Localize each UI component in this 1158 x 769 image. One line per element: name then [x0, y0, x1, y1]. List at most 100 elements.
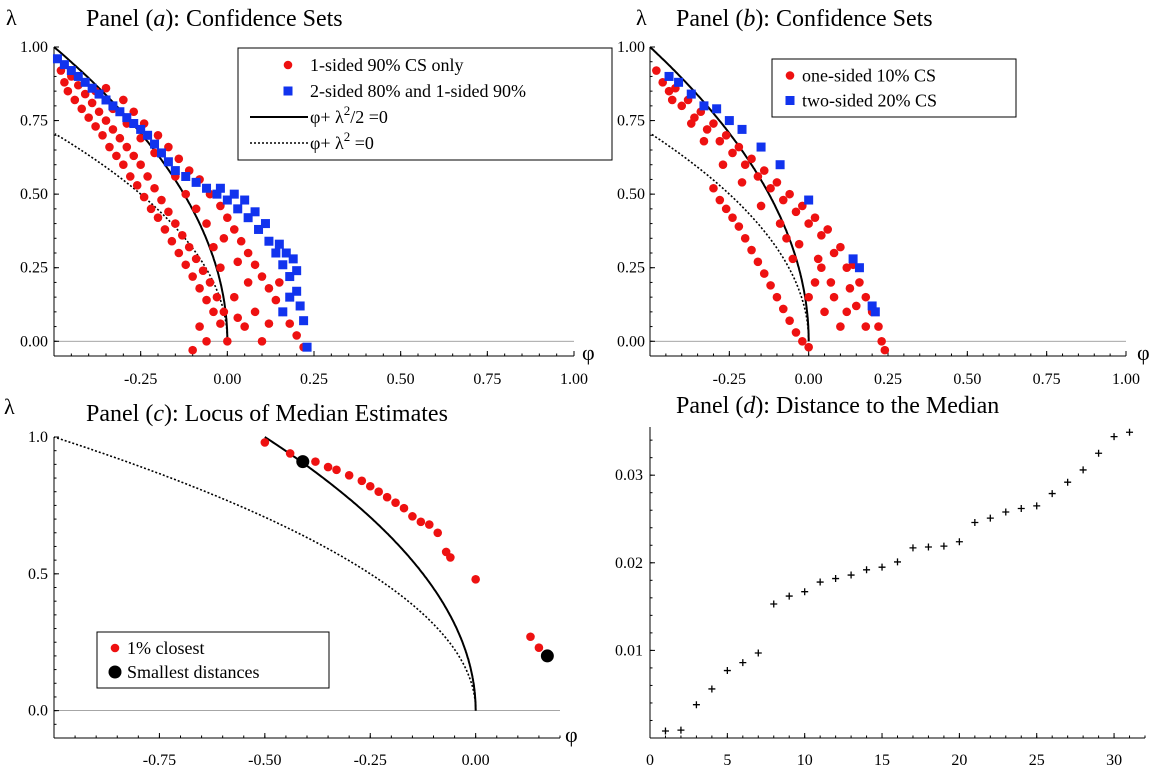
- data-point: [216, 263, 225, 273]
- data-point: [108, 125, 118, 134]
- data-point: [870, 307, 880, 317]
- legend-frame: [237, 47, 613, 161]
- legend-label: two-sided 20% CS: [802, 91, 937, 111]
- data-point: [674, 77, 684, 87]
- data-point: [233, 313, 243, 323]
- data-point: [288, 254, 298, 264]
- panel-b: Panel (b): Confidence Sets λ φ -0.25 0.00 0.2…: [617, 5, 1150, 388]
- data-point: [216, 201, 225, 211]
- data-point: [702, 125, 712, 134]
- data-point: [295, 301, 305, 311]
- data-point: [686, 119, 696, 128]
- y-tick-label: 0.75: [20, 113, 48, 130]
- data-point: [766, 281, 775, 290]
- data-point: [80, 89, 90, 99]
- data-point: [772, 178, 782, 187]
- y-tick-label: 0.03: [615, 467, 643, 484]
- data-point: [191, 204, 201, 214]
- data-point: [94, 107, 104, 117]
- data-point: [374, 487, 383, 497]
- panel-c-series-0: [260, 438, 544, 652]
- data-point: [861, 292, 871, 302]
- data-point: [772, 292, 782, 302]
- data-point: [105, 142, 114, 152]
- data-point: [709, 119, 718, 128]
- data-point: [1048, 490, 1056, 498]
- data-point: [785, 316, 794, 325]
- data-point: [73, 80, 83, 90]
- data-point: [101, 83, 111, 93]
- y-tick-label: 0.00: [20, 333, 48, 350]
- y-tick-label: 1.00: [20, 39, 48, 56]
- data-point: [775, 219, 785, 228]
- legend-marker: [108, 665, 122, 679]
- data-point: [191, 254, 201, 264]
- x-tick-label: 0: [646, 752, 654, 769]
- legend-label: 1-sided 90% CS only: [310, 55, 464, 75]
- panel-a: Panel (a): Confidence Sets λ φ -0.25 0.00 0.2…: [6, 5, 613, 388]
- data-point: [59, 60, 69, 70]
- curve-lambda-sq: [53, 436, 477, 711]
- data-point: [804, 292, 813, 302]
- x-tick-label: 0.50: [387, 371, 415, 388]
- data-point: [264, 319, 274, 328]
- data-point: [70, 95, 80, 105]
- legend-marker: [283, 86, 293, 96]
- x-tick-label: -0.25: [713, 371, 746, 388]
- x-tick-label: -0.25: [354, 752, 387, 769]
- data-point: [534, 643, 544, 652]
- data-point: [1110, 433, 1118, 441]
- data-point: [699, 101, 709, 111]
- data-point: [1079, 466, 1087, 474]
- data-point: [747, 154, 756, 164]
- data-point: [909, 544, 917, 552]
- data-point: [60, 78, 69, 87]
- data-point: [715, 195, 725, 205]
- panel-b-title: Panel (b): Confidence Sets: [676, 6, 933, 32]
- data-point: [820, 307, 829, 317]
- panel-a-title: Panel (a): Confidence Sets: [86, 6, 343, 32]
- data-point: [292, 286, 302, 296]
- data-point: [202, 183, 212, 193]
- data-point: [191, 177, 201, 187]
- data-point: [785, 189, 794, 199]
- data-point: [816, 578, 824, 586]
- data-point: [181, 260, 191, 270]
- x-tick-label: 0.75: [473, 371, 501, 388]
- data-point: [723, 667, 731, 675]
- data-point: [894, 558, 901, 566]
- data-point: [302, 342, 312, 352]
- legend-label: φ+ λ2 =0: [310, 129, 374, 153]
- panel-c-legend: 1% closest Smallest distances: [96, 631, 330, 689]
- data-point: [471, 574, 480, 584]
- y-tick-label: 0.50: [20, 186, 48, 203]
- x-tick-label: 20: [951, 752, 967, 769]
- data-point: [1064, 478, 1072, 486]
- data-point: [855, 278, 864, 287]
- data-point: [112, 151, 121, 161]
- panel-d-series-0: [661, 428, 1134, 735]
- data-point: [712, 104, 722, 114]
- data-point: [1017, 504, 1025, 512]
- x-tick-label: 30: [1106, 752, 1122, 769]
- data-point: [129, 107, 139, 117]
- data-point: [1002, 508, 1010, 516]
- data-point: [357, 476, 367, 486]
- legend-label: Smallest distances: [127, 662, 259, 682]
- data-point: [108, 101, 118, 111]
- data-point: [770, 600, 778, 608]
- data-point: [80, 77, 90, 87]
- data-point: [157, 195, 166, 205]
- data-point: [119, 160, 128, 170]
- y-tick-label: 0.0: [28, 703, 48, 720]
- panel-c-title: Panel (c): Locus of Median Estimates: [86, 401, 448, 427]
- data-point: [153, 213, 163, 222]
- data-point: [832, 575, 840, 583]
- data-point: [861, 322, 871, 331]
- data-point: [661, 727, 669, 735]
- x-tick-label: 10: [797, 752, 813, 769]
- data-point: [150, 183, 159, 193]
- data-point: [139, 192, 149, 202]
- x-tick-label: 0.25: [300, 371, 328, 388]
- data-point: [188, 272, 197, 281]
